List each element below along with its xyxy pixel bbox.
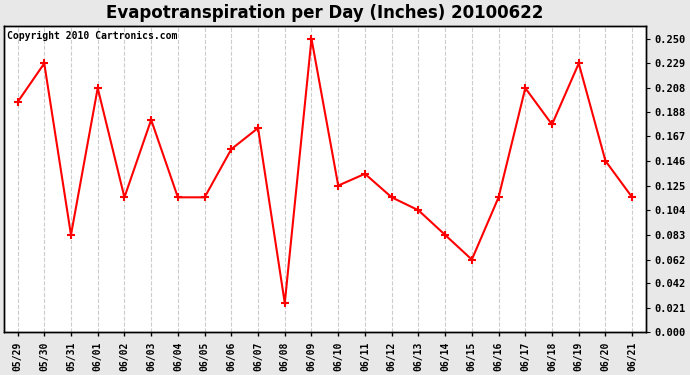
Title: Evapotranspiration per Day (Inches) 20100622: Evapotranspiration per Day (Inches) 2010… (106, 4, 544, 22)
Text: Copyright 2010 Cartronics.com: Copyright 2010 Cartronics.com (8, 31, 178, 41)
